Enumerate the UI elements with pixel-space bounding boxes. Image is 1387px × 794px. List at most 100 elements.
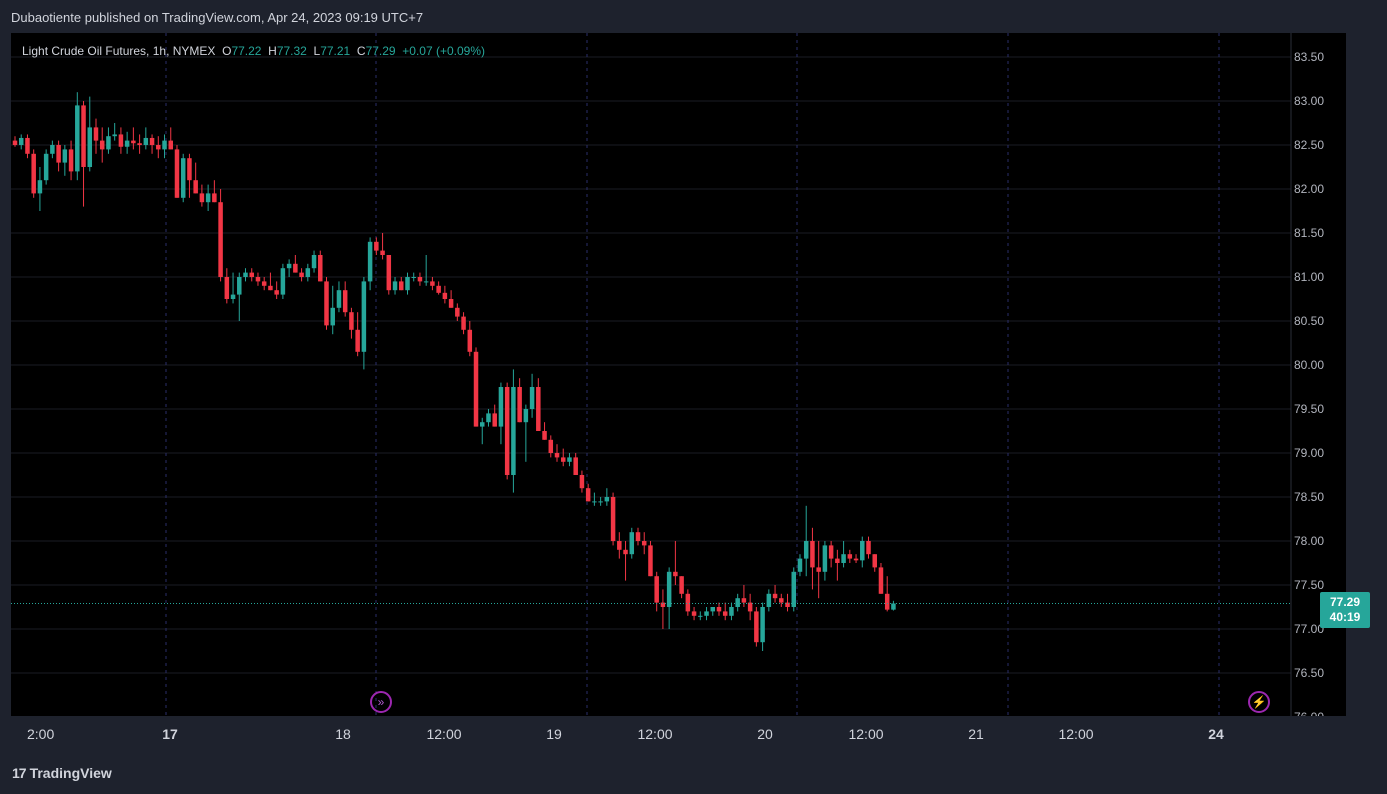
candle-body: [25, 137, 30, 154]
candle-body: [486, 413, 491, 423]
low-label: L: [313, 44, 321, 58]
candle-body: [511, 387, 516, 475]
candle-body: [610, 497, 616, 541]
candle-body: [118, 134, 124, 147]
candle-body: [878, 567, 884, 594]
candle-body: [367, 241, 373, 282]
candle-body: [641, 541, 647, 546]
candle-body: [230, 294, 236, 299]
chart-area[interactable]: 83.50 83.00 82.50 82.00 81.50 81.00 80.50 80.00…: [11, 33, 1346, 716]
symbol-legend: Light Crude Oil Futures, 1h, NYMEX O77.2…: [22, 44, 485, 58]
candle-body: [261, 281, 267, 286]
candlestick-chart[interactable]: 83.50 83.00 82.50 82.00 81.50 81.00 80.50 80.00…: [11, 33, 1346, 716]
candle-body: [268, 285, 273, 291]
candle-body: [62, 149, 68, 163]
candle-body: [847, 554, 853, 559]
candle-body: [529, 387, 535, 409]
open-value: 77.22: [231, 44, 262, 58]
candle-body: [361, 281, 367, 352]
candle-body: [835, 558, 840, 563]
candle-body: [604, 497, 610, 502]
candle-body: [299, 272, 304, 277]
candle-body: [822, 545, 828, 572]
candle-body: [810, 541, 815, 568]
candle-body: [884, 593, 890, 610]
y-tick-label: 81.00: [1294, 270, 1324, 284]
candle-body: [760, 607, 765, 643]
candle-body: [37, 180, 43, 194]
candle-body: [212, 193, 217, 203]
candle-body: [349, 312, 354, 330]
candle-body: [112, 134, 117, 137]
symbol-title[interactable]: Light Crude Oil Futures, 1h, NYMEX: [22, 44, 216, 58]
x-tick-label: 17: [162, 726, 178, 742]
y-tick-label: 82.50: [1294, 138, 1324, 152]
candle-body: [442, 292, 448, 299]
candle-body: [174, 149, 180, 198]
x-tick-label: 2:00: [27, 726, 55, 742]
candle-body: [75, 105, 80, 172]
candle-body: [399, 281, 404, 291]
open-label: O: [222, 44, 232, 58]
candle-body: [180, 158, 186, 198]
forward-arrows-icon[interactable]: »: [370, 691, 392, 713]
candle-body: [560, 457, 566, 462]
candle-body: [423, 281, 429, 283]
candle-body: [280, 268, 286, 295]
candle-body: [722, 611, 728, 616]
candle-body: [891, 603, 896, 610]
candle-body: [324, 281, 329, 326]
lightning-icon[interactable]: ⚡: [1248, 691, 1270, 713]
candle-body: [18, 137, 24, 145]
candle-body: [106, 136, 111, 150]
brand-name: TradingView: [29, 765, 112, 781]
candle-body: [548, 439, 554, 453]
candle-body: [274, 290, 279, 295]
candle-body: [374, 241, 379, 251]
candle-body: [380, 250, 385, 255]
bar-countdown: 40:19: [1329, 610, 1361, 624]
candle-body: [853, 558, 859, 561]
candle-body: [411, 277, 416, 278]
high-value: 77.32: [276, 44, 307, 58]
tradingview-logo[interactable]: 17 TradingView: [12, 765, 112, 781]
candle-body: [193, 180, 198, 194]
x-tick-label: 12:00: [637, 726, 673, 742]
candle-body: [685, 593, 691, 612]
candle-body: [330, 307, 335, 326]
candle-body: [679, 576, 684, 594]
candle-body: [43, 153, 49, 181]
candle-body: [797, 558, 803, 572]
candle-body: [68, 149, 74, 172]
y-tick-label: 77.50: [1294, 578, 1324, 592]
candle-body: [199, 193, 205, 203]
close-label: C: [356, 44, 366, 58]
x-tick-label: 12:00: [426, 726, 462, 742]
candle-body: [617, 541, 622, 550]
candle-body: [816, 567, 821, 572]
y-tick-label: 81.50: [1294, 226, 1324, 240]
candle-body: [623, 549, 628, 555]
candle-body: [50, 145, 55, 154]
candle-body: [716, 607, 722, 612]
candle-body: [542, 431, 547, 440]
candle-body: [448, 299, 454, 308]
candle-body: [841, 554, 846, 563]
candle-body: [467, 329, 473, 352]
y-tick-label: 82.00: [1294, 182, 1324, 196]
candle-body: [691, 611, 697, 616]
last-price-badge: 77.29 40:19: [1320, 592, 1370, 628]
candle-body: [735, 598, 740, 607]
y-tick-label: 76.50: [1294, 666, 1324, 680]
candle-body: [554, 453, 560, 458]
candle-body: [311, 255, 317, 269]
candle-body: [585, 488, 591, 502]
candle-body: [156, 145, 161, 150]
candle-body: [629, 532, 635, 555]
close-value: 77.29: [365, 44, 396, 58]
x-tick-label: 18: [335, 726, 351, 742]
candle-body: [162, 140, 167, 150]
y-tick-label: 80.00: [1294, 358, 1324, 372]
candle-body: [654, 576, 659, 603]
candle-body: [93, 127, 99, 141]
